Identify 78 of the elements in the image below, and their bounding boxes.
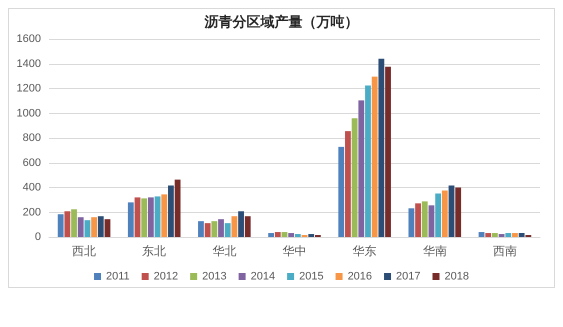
- bar: [498, 234, 504, 237]
- bar: [442, 190, 448, 237]
- x-tick-label: 华北: [212, 244, 236, 258]
- bar: [71, 209, 77, 237]
- bar: [104, 219, 110, 237]
- bar: [518, 233, 525, 237]
- bar: [338, 146, 344, 237]
- bar: [211, 221, 218, 237]
- bar: [512, 233, 518, 237]
- bar: [352, 118, 358, 237]
- bar: [78, 217, 84, 237]
- bar: [268, 233, 274, 237]
- y-tick-label: 1000: [16, 107, 41, 120]
- bar: [204, 223, 211, 237]
- chart-title: 沥青分区域产量（万吨）: [204, 14, 358, 30]
- bar: [84, 220, 90, 237]
- bar: [218, 219, 224, 237]
- x-tick-label: 西北: [72, 244, 96, 258]
- bar: [224, 223, 231, 237]
- bar: [98, 216, 104, 237]
- x-tick-label: 华中: [282, 244, 306, 258]
- bar: [91, 217, 98, 237]
- bar: [308, 234, 314, 237]
- bar: [435, 193, 442, 237]
- y-tick-label: 600: [22, 156, 41, 169]
- bar: [294, 234, 301, 237]
- legend-label: 2014: [250, 270, 276, 282]
- x-tick-label: 华南: [422, 244, 447, 258]
- bar: [64, 211, 70, 237]
- bar: [174, 180, 181, 237]
- y-tick-label: 1600: [16, 33, 41, 45]
- bar: [378, 58, 384, 237]
- bar: [372, 76, 378, 237]
- legend-label: 2012: [154, 270, 178, 282]
- bar: [168, 186, 174, 237]
- x-tick-label: 华东: [352, 244, 377, 258]
- y-tick-label: 400: [22, 182, 41, 194]
- bar: [492, 233, 498, 237]
- bar: [478, 232, 484, 237]
- bar: [161, 194, 168, 237]
- bar: [345, 131, 351, 237]
- bar: [365, 86, 371, 237]
- legend-label: 2015: [299, 270, 324, 282]
- bar: [282, 232, 288, 237]
- x-tick-label: 东北: [142, 244, 166, 258]
- legend-label: 2013: [202, 270, 227, 282]
- bar: [58, 214, 64, 237]
- bar: [422, 201, 428, 237]
- bar: [244, 216, 251, 237]
- legend-label: 2017: [396, 270, 421, 282]
- bar: [358, 100, 364, 237]
- y-tick-label: 1400: [16, 58, 41, 70]
- bar: [274, 232, 281, 237]
- bar: [231, 216, 238, 237]
- bar: [448, 186, 454, 237]
- bar: [485, 233, 492, 237]
- bar: [134, 197, 140, 237]
- bar: [288, 233, 294, 237]
- y-tick-label: 200: [22, 206, 41, 218]
- bar: [455, 188, 462, 237]
- bar: [385, 66, 391, 237]
- y-tick-label: 0: [34, 231, 41, 243]
- bar: [428, 205, 434, 237]
- bar: [408, 208, 414, 237]
- bar: [154, 196, 160, 237]
- bar: [415, 203, 421, 237]
- bar: [128, 202, 134, 237]
- bar: [141, 198, 148, 237]
- bar: [198, 221, 204, 237]
- legend-label: 2018: [444, 270, 469, 282]
- y-tick-label: 800: [22, 132, 41, 144]
- bar: [238, 211, 244, 237]
- bar: [148, 197, 154, 237]
- legend-label: 2011: [106, 270, 130, 282]
- x-tick-label: 西南: [492, 244, 517, 258]
- y-tick-label: 1200: [16, 82, 41, 94]
- legend-label: 2016: [348, 270, 372, 282]
- bar: [505, 233, 512, 237]
